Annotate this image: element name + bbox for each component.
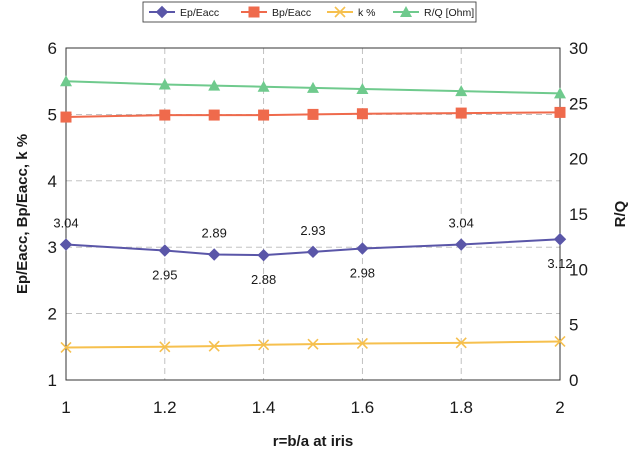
series-k <box>60 335 566 354</box>
data-point-ep-eacc <box>59 238 73 251</box>
series-line-k <box>65 340 561 349</box>
x-axis-title: r=b/a at iris <box>273 433 353 450</box>
y-right-tick-label: 5 <box>569 316 578 335</box>
data-point-bp-eacc <box>60 111 72 123</box>
x-tick-label: 1 <box>61 398 70 417</box>
data-point-ep-eacc <box>553 233 567 246</box>
data-point-ep-eacc <box>306 245 320 259</box>
legend-item-ep-eacc: Ep/Eacc <box>149 5 219 19</box>
data-point-k <box>159 341 171 353</box>
data-point-k <box>554 335 566 348</box>
data-point-r-q-ohm <box>158 78 171 90</box>
data-point-ep-eacc <box>158 244 172 257</box>
data-point-r-q-ohm <box>257 80 270 92</box>
legend-label: R/Q [Ohm] <box>424 7 474 19</box>
legend: Ep/Eacc Bp/Eacc k % R/Q [Ohm] <box>142 1 477 23</box>
legend-marker <box>248 6 260 18</box>
x-tick-label: 2 <box>555 398 564 417</box>
y-right-tick-label: 10 <box>569 260 588 279</box>
data-label: 2.93 <box>300 223 325 238</box>
data-point-r-q-ohm <box>307 81 319 93</box>
data-point-r-q-ohm <box>356 82 369 94</box>
data-point-ep-eacc <box>257 248 270 262</box>
y-right-tick-label: 30 <box>569 39 588 58</box>
right-axis-title: R/Q <box>612 200 629 227</box>
legend-marker <box>400 6 412 17</box>
legend-label: k % <box>358 7 376 19</box>
x-tick-label: 1.8 <box>449 398 473 417</box>
left-axis-title: Ep/Eacc, Bp/Eacc, k % <box>14 134 31 294</box>
y-right-tick-label: 20 <box>569 150 588 169</box>
series-ep-eacc: 3.04 2.95 2.89 2.88 2.93 2.98 3.04 3.12 <box>53 216 572 288</box>
series-layer: 3.04 2.95 2.89 2.88 2.93 2.98 3.04 3.12 <box>53 75 573 354</box>
data-point-ep-eacc <box>356 242 369 255</box>
data-point-bp-eacc <box>356 108 368 120</box>
data-label: 2.89 <box>202 226 227 241</box>
tick-labels: 1 2 3 4 5 6 0 5 10 15 20 25 30 1 1.2 1.4 1.6 1.8 2 <box>48 39 588 417</box>
series-line-bp-eacc <box>65 111 561 119</box>
data-point-ep-eacc <box>454 238 468 251</box>
data-point-k <box>455 337 467 349</box>
y-right-tick-label: 15 <box>569 205 588 224</box>
data-point-r-q-ohm <box>455 85 468 97</box>
legend-item-k: k % <box>327 6 376 19</box>
data-point-k <box>60 341 72 354</box>
grid <box>66 48 560 380</box>
y-left-tick-label: 2 <box>48 305 57 324</box>
data-label: 3.12 <box>547 256 572 271</box>
series-line-r-q-ohm <box>65 80 561 95</box>
x-tick-label: 1.6 <box>351 398 375 417</box>
data-point-bp-eacc <box>208 109 220 121</box>
series-line-ep-eacc <box>65 238 561 257</box>
y-left-tick-label: 6 <box>48 39 57 58</box>
legend-item-bp-eacc: Bp/Eacc <box>241 6 311 19</box>
data-label: 3.04 <box>449 216 474 231</box>
data-point-bp-eacc <box>455 107 467 119</box>
data-label: 2.88 <box>251 272 276 287</box>
y-left-tick-label: 5 <box>48 105 57 124</box>
legend-label: Ep/Eacc <box>180 7 219 19</box>
legend-label: Bp/Eacc <box>272 7 311 19</box>
data-label: 3.04 <box>53 216 78 231</box>
data-point-k <box>208 340 220 352</box>
data-point-bp-eacc <box>159 109 171 121</box>
data-point-r-q-ohm <box>208 79 221 91</box>
data-point-k <box>258 339 270 351</box>
legend-item-r-q-ohm: R/Q [Ohm] <box>393 6 474 19</box>
data-label: 2.98 <box>350 266 375 281</box>
data-label: 2.95 <box>152 268 177 283</box>
data-point-bp-eacc <box>554 106 566 118</box>
data-point-r-q-ohm <box>60 75 72 87</box>
x-tick-label: 1.2 <box>153 398 177 417</box>
y-right-tick-label: 0 <box>569 371 578 390</box>
data-point-r-q-ohm <box>554 87 566 99</box>
legend-box <box>142 1 477 23</box>
data-point-ep-eacc <box>207 248 221 261</box>
y-right-tick-label: 25 <box>569 94 588 113</box>
plot-frame <box>65 47 561 381</box>
y-left-tick-label: 1 <box>48 371 57 390</box>
data-point-k <box>356 337 368 350</box>
series-r-q-ohm <box>60 75 566 99</box>
y-left-tick-label: 4 <box>48 172 57 191</box>
x-tick-label: 1.4 <box>252 398 276 417</box>
data-point-bp-eacc <box>307 108 319 120</box>
data-point-k <box>307 338 319 350</box>
y-left-tick-label: 3 <box>48 238 57 257</box>
legend-marker <box>155 5 169 19</box>
data-point-bp-eacc <box>258 109 270 121</box>
series-bp-eacc <box>60 106 566 123</box>
legend-marker <box>334 6 346 18</box>
